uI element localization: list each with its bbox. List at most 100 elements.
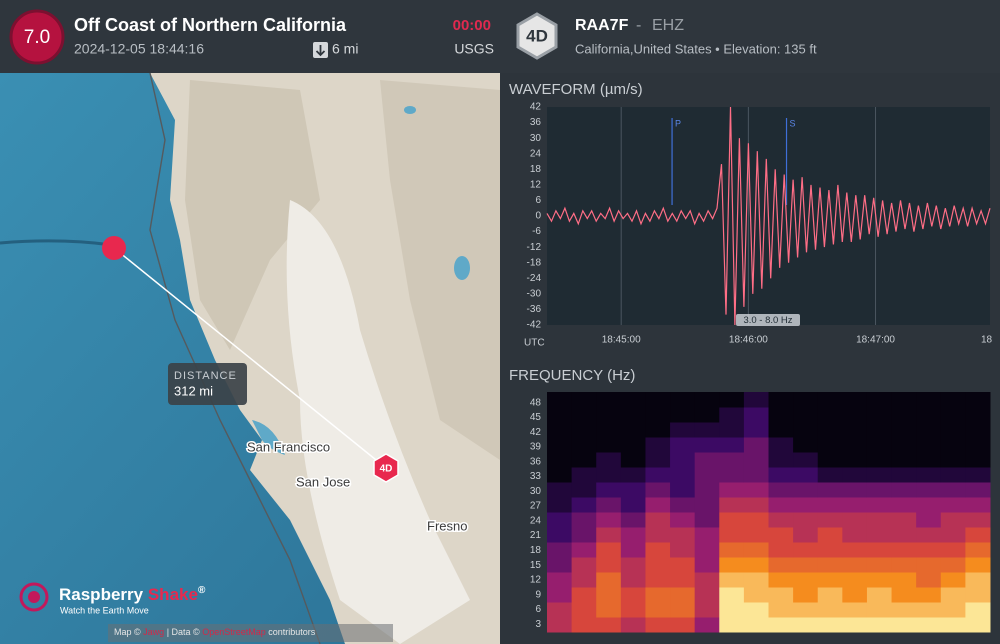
spectrogram-cell (645, 512, 671, 528)
station-marker[interactable] (373, 453, 399, 483)
y-tick-label: 24 (530, 148, 542, 159)
spectrogram-cell (743, 467, 769, 483)
station-code: RAA7F (575, 17, 629, 34)
spectrogram-cell (793, 557, 819, 573)
y-tick-label: -30 (527, 288, 542, 299)
spectrogram-cell (842, 407, 868, 423)
spectrogram-cell (768, 392, 794, 408)
spectrogram-cell (670, 587, 696, 603)
spectrogram-cell (891, 617, 917, 633)
spectrogram-cell (940, 602, 966, 618)
spectrogram-cell (670, 467, 696, 483)
spectrogram-cell (645, 527, 671, 543)
spectrogram-cell (842, 572, 868, 588)
spectrogram-cell (620, 557, 646, 573)
spectrogram-cell (670, 392, 696, 408)
spectrogram-cell (670, 497, 696, 513)
spectrogram-cell (596, 617, 622, 633)
station-marker-text: 4D (380, 464, 393, 475)
city-label: Fresno (427, 518, 467, 533)
spectrogram-cell (965, 482, 991, 498)
spectrogram-cell (719, 512, 745, 528)
spectrogram-cell (719, 422, 745, 438)
epicenter[interactable] (102, 236, 126, 260)
spectrogram-cell (940, 587, 966, 603)
spectrogram-cell (866, 572, 893, 588)
spectrogram-cell (842, 422, 868, 438)
spectrogram-cell (793, 497, 819, 513)
x-axis-label: UTC (524, 338, 545, 349)
spectrogram-cell (547, 482, 573, 498)
spectrogram-cell (645, 422, 671, 438)
spectrogram-cell (719, 437, 745, 453)
spectrogram-cell (891, 572, 917, 588)
spectrogram-cell (571, 407, 597, 423)
spectrogram-cell (719, 497, 745, 513)
spectrogram-cell (768, 422, 794, 438)
spectrogram-cell (547, 407, 573, 423)
spectrogram-cell (793, 527, 819, 543)
station-location: California,United States • Elevation: 13… (575, 41, 817, 56)
spectrogram-cell (866, 407, 893, 423)
spectrogram-cell (940, 407, 966, 423)
spectrogram-cell (842, 602, 868, 618)
spectrogram-cell (719, 407, 745, 423)
spectrogram-cell (965, 587, 991, 603)
spectrogram-cell (547, 527, 573, 543)
logo: Raspberry Shake® (59, 585, 206, 605)
spectrogram-cell (842, 527, 868, 543)
y-tick-label: 45 (530, 412, 542, 423)
spectrogram-cell (694, 557, 720, 573)
x-tick-label: 18 (981, 335, 993, 346)
spectrogram-cell (645, 497, 671, 513)
spectrogram-cell (719, 452, 745, 468)
spectrogram-cell (891, 437, 917, 453)
spectrogram-cell (571, 602, 597, 618)
station-badge (516, 12, 558, 60)
spectrogram-cell (817, 482, 843, 498)
spectrogram-cell (768, 467, 794, 483)
spectrogram-cell (817, 422, 843, 438)
magnitude: 7.0 (24, 27, 50, 48)
spectrogram-cell (571, 452, 597, 468)
spectrogram-cell (768, 557, 794, 573)
spectrogram-cell (571, 542, 597, 558)
logo-icon-core (28, 591, 40, 603)
spectrogram-cell (940, 422, 966, 438)
y-tick-label: 30 (530, 133, 542, 144)
spectrogram-cell (916, 437, 942, 453)
spectrogram-cell (940, 437, 966, 453)
spectrogram-cell (547, 392, 573, 408)
spectrogram-cell (768, 602, 794, 618)
spectrogram-cell (670, 452, 696, 468)
spectrogram-cell (571, 527, 597, 543)
spectrogram-cell (793, 437, 819, 453)
spectrogram-cell (645, 602, 671, 618)
spectrogram-cell (743, 407, 769, 423)
spectrogram-cell (940, 527, 966, 543)
spectrogram-cell (571, 392, 597, 408)
spectrogram-cell (793, 602, 819, 618)
spectrogram-cell (596, 602, 622, 618)
spectrogram-cell (719, 557, 745, 573)
spectrogram-cell (694, 497, 720, 513)
spectrogram-cell (719, 392, 745, 408)
distance-line (113, 247, 387, 469)
spectrogram-cell (620, 407, 646, 423)
city-label: San Francisco (247, 439, 330, 454)
spectrogram-cell (571, 467, 597, 483)
spectrogram-cell (817, 452, 843, 468)
spectrogram-cell (571, 512, 597, 528)
spectrogram-cell (596, 512, 622, 528)
spectrogram-cell (670, 602, 696, 618)
spectrogram-cell (891, 557, 917, 573)
spectrogram-cell (866, 617, 893, 633)
spectrogram-cell (670, 542, 696, 558)
spectrogram-cell (768, 437, 794, 453)
spectrogram-cell (768, 482, 794, 498)
timer: 00:00 (453, 17, 491, 34)
spectrogram-cell (743, 542, 769, 558)
y-tick-label: 36 (530, 456, 542, 467)
y-tick-label: 42 (530, 427, 542, 438)
